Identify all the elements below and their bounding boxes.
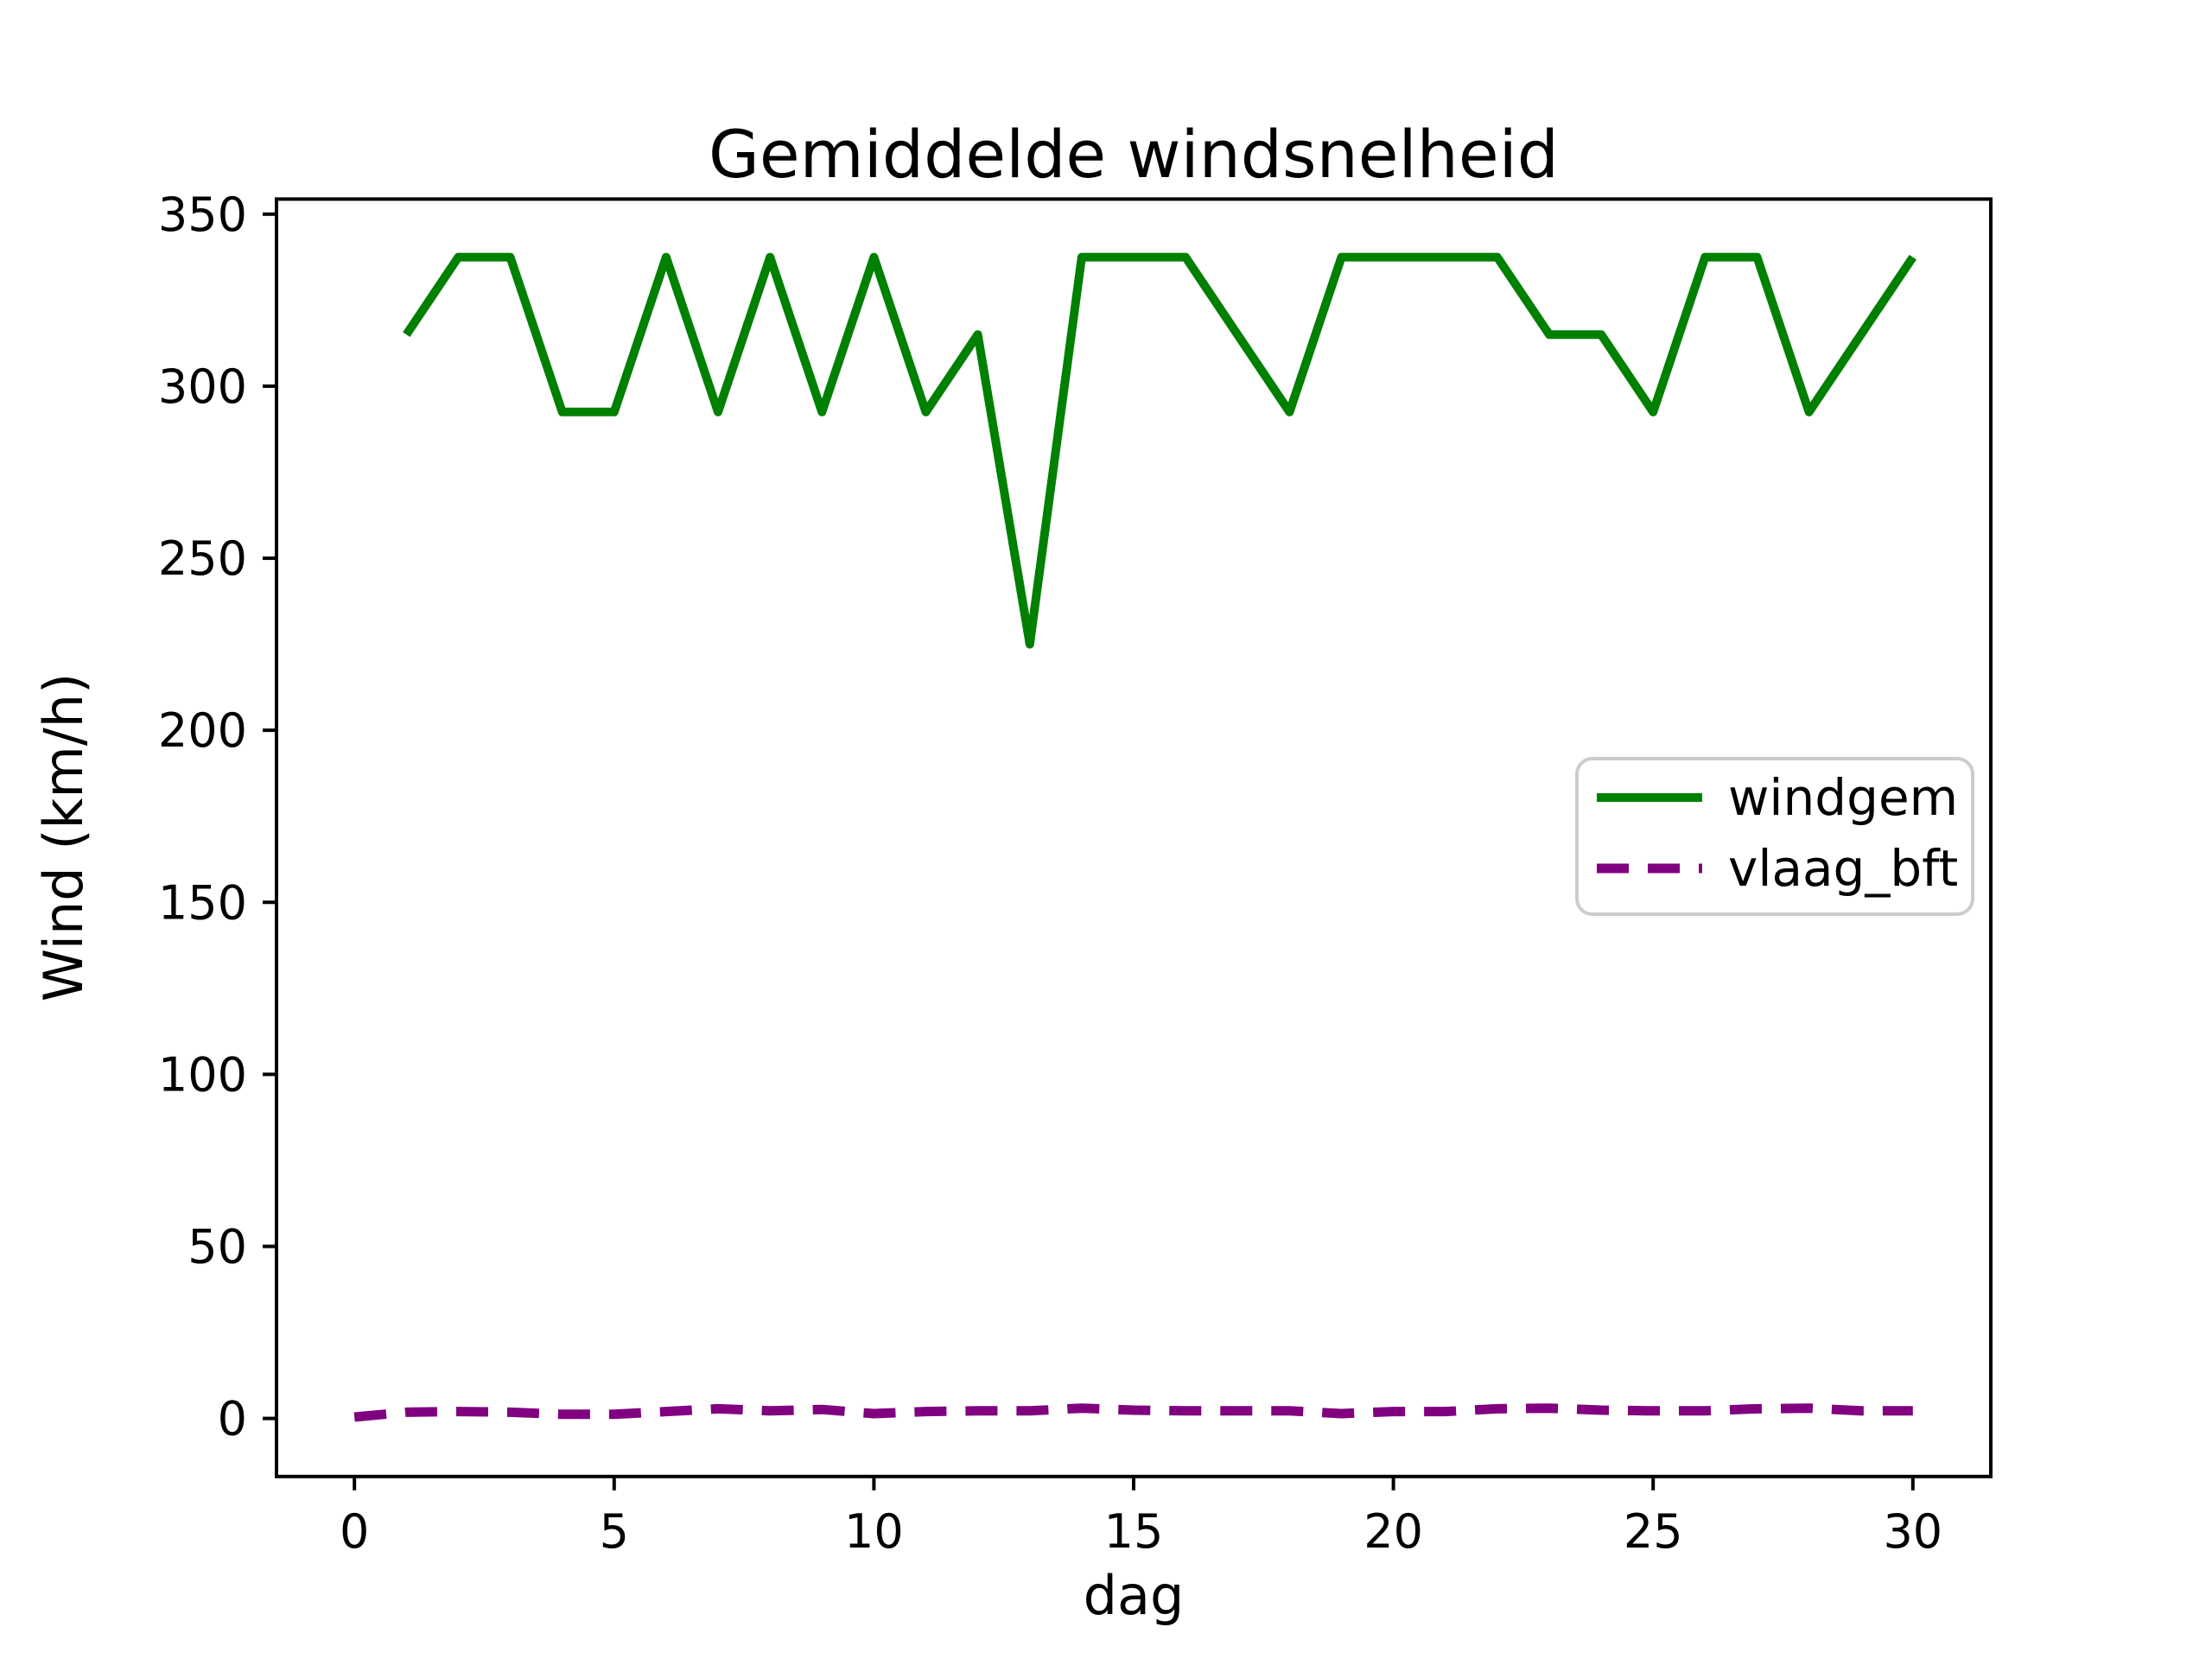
x-tick-label: 20: [1363, 1504, 1423, 1559]
legend: windgem vlaag_bft: [1575, 757, 1974, 916]
x-tick-label: 25: [1624, 1504, 1683, 1559]
y-tick-label: 50: [188, 1219, 247, 1274]
x-tick-label: 10: [844, 1504, 904, 1559]
legend-label: vlaag_bft: [1728, 839, 1958, 898]
series-windgem-line: [403, 252, 1916, 649]
y-tick-label: 0: [218, 1392, 247, 1446]
legend-item-windgem: windgem: [1597, 768, 1958, 827]
y-tick-label: 350: [158, 188, 247, 242]
x-tick-label: 15: [1104, 1504, 1164, 1559]
x-tick-label: 5: [600, 1504, 629, 1559]
y-tick-label: 300: [158, 359, 247, 414]
x-tick-label: 0: [340, 1504, 369, 1559]
x-axis-label: dag: [1084, 1564, 1185, 1627]
legend-label: windgem: [1728, 768, 1958, 827]
y-tick-label: 200: [158, 703, 247, 758]
plot-area: 0 5 10 15 20 25 30050100150200250300350windgem…: [158, 188, 1993, 1559]
chart-title: Gemiddelde windsnelheid: [709, 116, 1559, 193]
y-tick-label: 100: [158, 1047, 247, 1102]
y-axis-label: Wind (km/h): [32, 673, 95, 1001]
y-tick-label: 250: [158, 531, 247, 586]
x-tick-label: 30: [1883, 1504, 1942, 1559]
series-vlaag_bft-line: [353, 1403, 1913, 1422]
legend-item-vlaag_bft: vlaag_bft: [1597, 839, 1958, 898]
y-tick-label: 150: [158, 875, 247, 930]
